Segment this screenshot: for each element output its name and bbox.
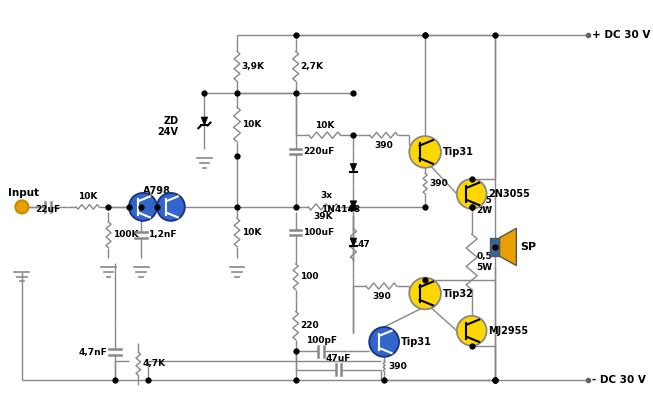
Text: 220: 220 [300,321,319,330]
Text: 4,7nF: 4,7nF [79,348,108,357]
Text: + DC 30 V: + DC 30 V [592,30,650,39]
Text: 1,2nF: 1,2nF [148,230,177,239]
Polygon shape [350,201,357,209]
Text: 390: 390 [374,141,393,150]
Circle shape [456,179,486,209]
Text: 47: 47 [358,240,371,249]
Text: - DC 30 V: - DC 30 V [592,375,646,385]
Circle shape [16,201,28,213]
Text: 2N3055: 2N3055 [488,189,530,199]
Text: 390: 390 [430,179,449,188]
Text: 0,5
5W: 0,5 5W [476,252,492,272]
Text: SP: SP [520,242,536,252]
Text: 10K: 10K [242,228,261,237]
Text: 39K: 39K [314,212,334,222]
Circle shape [129,193,157,221]
Text: 4,7K: 4,7K [143,359,166,368]
Text: 47uF: 47uF [326,354,351,363]
Polygon shape [350,238,357,247]
Text: 100: 100 [300,272,319,281]
Polygon shape [350,164,357,172]
Text: 100pF: 100pF [306,336,337,345]
Polygon shape [201,117,208,125]
Circle shape [409,136,441,168]
Circle shape [409,278,441,309]
Text: 100uF: 100uF [303,228,334,237]
Text: Tip32: Tip32 [443,289,473,298]
Text: 2,7K: 2,7K [300,62,323,71]
Text: MJ2955: MJ2955 [488,326,528,336]
Bar [490,238,500,256]
Text: 3x: 3x [321,191,333,200]
Circle shape [157,193,185,221]
Text: 24V: 24V [157,127,178,137]
Text: Tip31: Tip31 [443,147,473,157]
Circle shape [369,327,399,357]
Text: 390: 390 [389,362,407,371]
Text: A798: A798 [143,187,171,196]
Text: 100K: 100K [113,230,138,239]
Text: Tip31: Tip31 [401,337,432,347]
Text: 390: 390 [372,292,390,300]
Text: 1N4148: 1N4148 [321,205,360,214]
Polygon shape [500,229,517,266]
Text: 0,5
2W: 0,5 2W [476,196,492,215]
Circle shape [456,316,486,346]
Text: 3,9K: 3,9K [242,62,264,71]
Text: 10K: 10K [315,120,334,129]
Text: 10K: 10K [242,120,261,129]
Text: 10K: 10K [78,192,97,201]
Text: 22uF: 22uF [35,206,61,215]
Text: 220uF: 220uF [303,147,334,156]
Text: Input: Input [8,188,39,198]
Text: ZD: ZD [163,116,178,126]
